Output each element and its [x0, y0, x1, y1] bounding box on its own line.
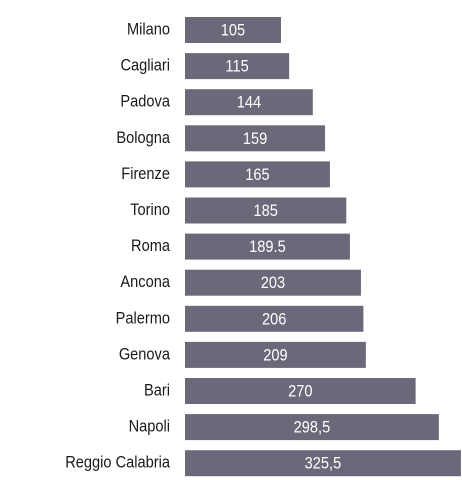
category-label: Torino [130, 201, 170, 219]
value-label: 144 [237, 94, 262, 112]
bar [185, 197, 347, 224]
category-label: Ancona [120, 273, 170, 291]
bar [185, 125, 326, 152]
value-label: 325,5 [305, 455, 342, 473]
bar [185, 161, 330, 188]
category-label: Roma [131, 237, 170, 255]
category-label: Firenze [121, 165, 170, 183]
value-label: 159 [243, 130, 268, 148]
bar [185, 414, 439, 441]
category-label: Cagliari [120, 57, 170, 75]
category-label: Bari [144, 382, 170, 400]
bar [185, 53, 290, 80]
category-label: Genova [119, 345, 170, 363]
value-label: 270 [288, 383, 313, 401]
category-label: Milano [127, 21, 170, 39]
category-label: Palermo [116, 309, 171, 327]
value-label: 203 [261, 274, 286, 292]
bar [185, 305, 364, 332]
bar [185, 450, 461, 477]
category-label: Reggio Calabria [65, 454, 170, 472]
bar [185, 378, 416, 404]
value-label: 298,5 [294, 419, 331, 437]
value-label: 206 [262, 310, 287, 328]
category-label: Padova [120, 93, 170, 111]
value-label: 189.5 [249, 238, 286, 256]
category-label: Napoli [129, 418, 170, 436]
bar [185, 17, 281, 43]
value-label: 115 [225, 58, 248, 76]
bar [185, 233, 350, 260]
bar [185, 89, 313, 116]
category-label: Bologna [116, 129, 170, 147]
value-label: 105 [221, 22, 246, 40]
value-label: 185 [253, 202, 278, 220]
bar [185, 341, 366, 368]
value-label: 209 [263, 346, 288, 364]
value-label: 165 [245, 166, 270, 184]
bar [185, 269, 361, 296]
